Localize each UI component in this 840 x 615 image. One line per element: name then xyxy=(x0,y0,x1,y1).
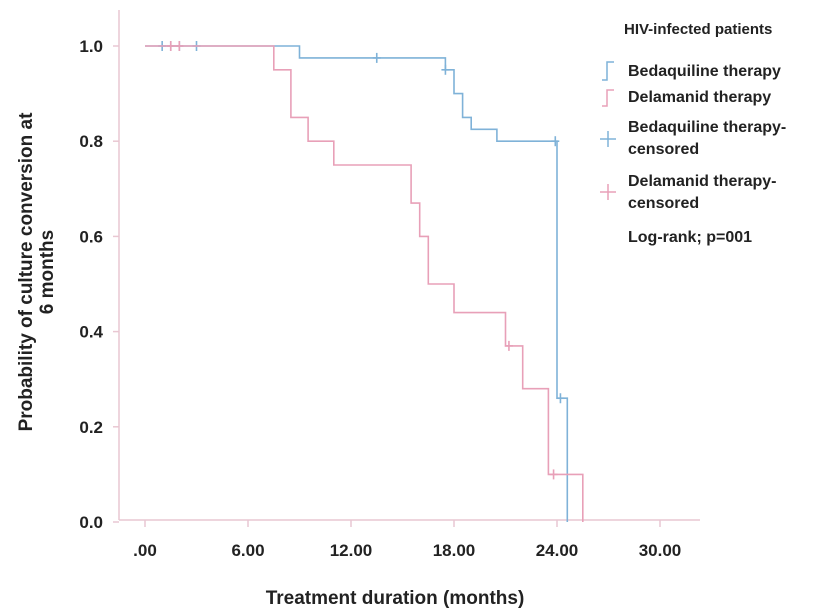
series-line-bedaquiline-therapy xyxy=(145,45,569,522)
legend-swatch-delamanid xyxy=(602,89,614,107)
legend-entry-delamanid-censored: Delamanid therapy- censored xyxy=(600,173,776,212)
censor-mark-delamanid-therapy xyxy=(166,41,175,51)
y-tick-label: 0.4 xyxy=(79,323,103,342)
legend-label-delamanid-censored-1: Delamanid therapy- xyxy=(628,173,776,190)
legend-swatch-bedaquiline xyxy=(602,61,614,81)
legend-label-bedaquiline-censored-1: Bedaquiline therapy- xyxy=(628,119,786,136)
legend-label-bedaquiline-censored-2: censored xyxy=(628,141,699,158)
censor-mark-bedaquiline-therapy xyxy=(556,393,565,404)
log-rank-annotation: Log-rank; p=001 xyxy=(628,229,752,246)
y-ticks: 0.0 0.2 0.4 0.6 0.8 1.0 xyxy=(79,37,119,532)
y-tick-label: 0.2 xyxy=(79,418,103,437)
censor-mark-delamanid-therapy xyxy=(504,340,513,351)
x-tick-label: 6.00 xyxy=(231,541,264,560)
y-tick-label: 1.0 xyxy=(79,37,103,56)
x-tick-label: 30.00 xyxy=(639,541,682,560)
y-tick-label: 0.0 xyxy=(79,513,103,532)
x-tick-label: 24.00 xyxy=(536,541,579,560)
legend-label-delamanid-censored-2: censored xyxy=(628,195,699,212)
series-layer xyxy=(145,41,584,522)
x-tick-label: 12.00 xyxy=(330,541,373,560)
series-line-delamanid-therapy xyxy=(145,45,584,522)
legend-entry-bedaquiline: Bedaquiline therapy xyxy=(602,61,781,81)
x-axis-title: Treatment duration (months) xyxy=(266,588,525,609)
censor-mark-bedaquiline-therapy xyxy=(372,52,381,63)
censor-mark-bedaquiline-therapy xyxy=(441,64,450,75)
censor-mark-bedaquiline-therapy xyxy=(551,136,560,147)
legend-label-delamanid: Delamanid therapy xyxy=(628,89,771,106)
y-tick-label: 0.6 xyxy=(79,227,103,246)
legend: HIV-infected patients Bedaquiline therap… xyxy=(600,21,786,246)
legend-title: HIV-infected patients xyxy=(624,21,772,38)
x-ticks: .00 6.00 12.00 18.00 24.00 30.00 xyxy=(133,520,681,560)
y-tick-label: 0.8 xyxy=(79,132,103,151)
legend-entry-delamanid: Delamanid therapy xyxy=(602,89,771,107)
axes xyxy=(118,10,700,521)
x-tick-label: .00 xyxy=(133,541,157,560)
legend-label-bedaquiline: Bedaquiline therapy xyxy=(628,63,781,80)
y-axis-title-line1: Probability of culture conversion at xyxy=(16,112,37,432)
y-axis-title-line2: 6 months xyxy=(37,230,58,314)
legend-entry-bedaquiline-censored: Bedaquiline therapy- censored xyxy=(600,119,786,158)
x-tick-label: 18.00 xyxy=(433,541,476,560)
censor-mark-delamanid-therapy xyxy=(175,41,184,51)
censor-mark-delamanid-therapy xyxy=(549,469,558,480)
